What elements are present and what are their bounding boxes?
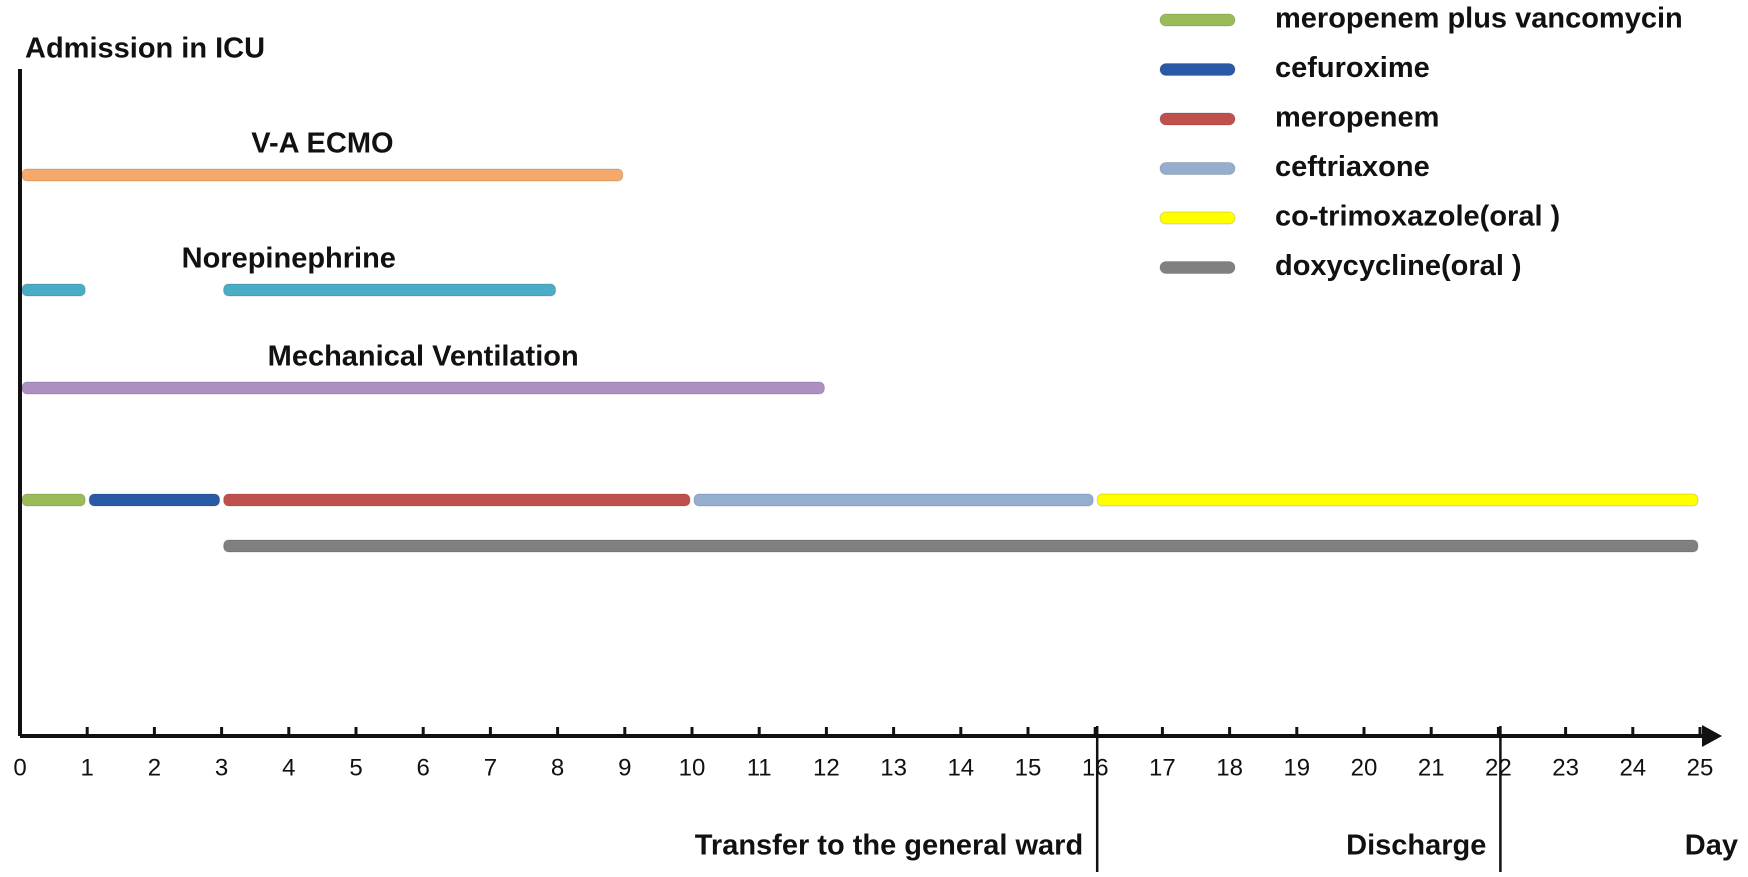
x-tick-label: 10 [679, 754, 706, 781]
legend-swatch [1159, 261, 1236, 274]
x-tick-label: 20 [1351, 754, 1378, 781]
bar-segment [21, 493, 86, 507]
bar-segment [223, 283, 557, 297]
x-tick-label: 13 [880, 754, 907, 781]
x-tick-label: 16 [1082, 754, 1109, 781]
legend-label: ceftriaxone [1275, 151, 1430, 183]
bar-segment [21, 381, 825, 395]
legend-label: meropenem [1275, 102, 1439, 134]
event-label: Admission in ICU [25, 33, 265, 65]
x-tick-label: 23 [1552, 754, 1579, 781]
legend-label: doxycycline(oral ) [1275, 250, 1522, 282]
legend-swatch [1159, 13, 1236, 27]
x-tick-label: 18 [1216, 754, 1243, 781]
x-tick-label: 4 [282, 754, 295, 781]
event-label: Transfer to the general ward [695, 830, 1083, 862]
x-tick-label: 17 [1149, 754, 1176, 781]
x-tick-label: 22 [1485, 754, 1512, 781]
row-label: V-A ECMO [251, 128, 393, 160]
x-tick-label: 15 [1015, 754, 1042, 781]
x-tick-label: 0 [13, 754, 26, 781]
x-tick-label: 19 [1283, 754, 1310, 781]
x-tick-label: 21 [1418, 754, 1445, 781]
bar-segment [21, 168, 624, 182]
event-label: Discharge [1346, 830, 1486, 862]
x-tick-label: 6 [417, 754, 430, 781]
legend-label: cefuroxime [1275, 52, 1430, 84]
legend-swatch [1159, 162, 1236, 175]
x-tick-label: 11 [747, 754, 772, 781]
bar-segment [223, 539, 1699, 553]
bar-segment [223, 493, 691, 507]
x-tick-label: 3 [215, 754, 228, 781]
bar-segment [693, 493, 1094, 507]
legend-label: meropenem plus vancomycin [1275, 3, 1683, 35]
x-tick-label: 12 [813, 754, 840, 781]
x-tick-label: 24 [1619, 754, 1646, 781]
legend-swatch [1159, 63, 1236, 76]
x-tick-label: 1 [81, 754, 94, 781]
axis-arrow [1702, 725, 1722, 747]
x-tick-label: 9 [618, 754, 631, 781]
x-tick-label: 7 [484, 754, 497, 781]
bar-segment [88, 493, 221, 507]
x-tick-label: 8 [551, 754, 564, 781]
row-label: Norepinephrine [182, 243, 396, 275]
x-axis-label: Day [1685, 830, 1738, 862]
x-tick-label: 25 [1687, 754, 1714, 781]
bar-segment [1096, 493, 1699, 507]
legend-swatch [1159, 211, 1236, 225]
row-label: Mechanical Ventilation [268, 341, 579, 373]
x-tick-label: 2 [148, 754, 161, 781]
legend-label: co-trimoxazole(oral ) [1275, 201, 1560, 233]
x-tick-label: 5 [349, 754, 362, 781]
legend-swatch [1159, 112, 1236, 126]
x-tick-label: 14 [947, 754, 974, 781]
bar-segment [21, 283, 86, 297]
